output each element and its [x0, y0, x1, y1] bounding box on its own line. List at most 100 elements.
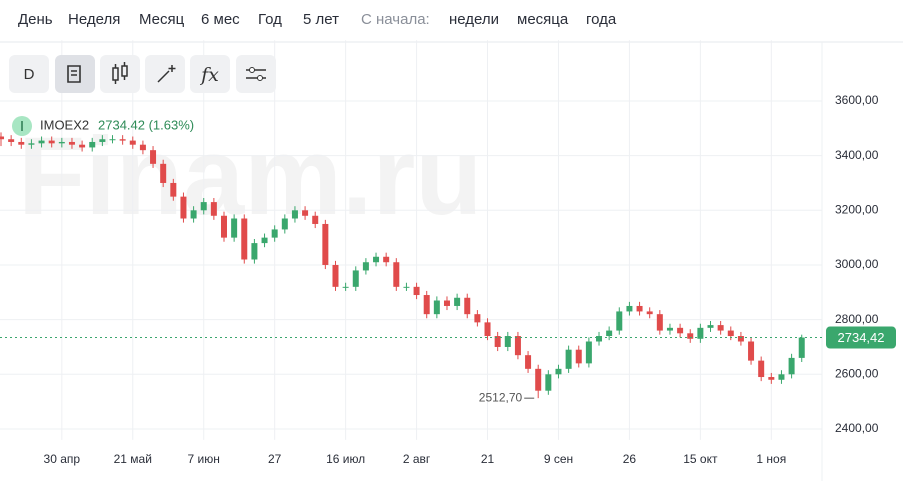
template-button[interactable]: [55, 55, 95, 93]
candle-body: [220, 215, 227, 238]
last-price-box: [826, 326, 896, 349]
candle-body: [464, 297, 471, 315]
candle-body: [302, 210, 309, 216]
period-button[interactable]: 5 лет: [303, 11, 339, 28]
y-tick-label: 2600,00: [835, 366, 879, 380]
settings-knob: [257, 75, 263, 81]
candle-body: [423, 295, 430, 315]
candle-body: [778, 374, 785, 380]
candle-body: [545, 374, 552, 391]
candle-body: [160, 163, 167, 183]
candle-body: [758, 360, 765, 378]
candle-body: [150, 150, 157, 164]
indicator-button[interactable]: [190, 55, 230, 93]
candle-body: [727, 330, 734, 337]
fx-label: fx: [199, 64, 219, 86]
period-button[interactable]: Год: [258, 11, 282, 28]
candle-body: [677, 327, 684, 334]
y-tick-label: 3200,00: [835, 202, 879, 216]
candle-body: [373, 256, 380, 263]
candle-body: [68, 141, 75, 145]
candle-body: [190, 210, 197, 219]
plot: [0, 40, 823, 481]
x-tick-label: 21 май: [114, 452, 152, 466]
candle-body: [494, 336, 501, 347]
candle-body: [413, 286, 420, 296]
interval-label: D: [24, 66, 35, 83]
candle-body: [443, 300, 450, 306]
candle-body: [231, 218, 238, 238]
period-button[interactable]: 6 мес: [201, 11, 240, 28]
x-tick-label: 1 ноя: [756, 452, 786, 466]
x-tick-label: 2 авг: [403, 452, 431, 466]
candle-body: [656, 314, 663, 331]
candle-body: [717, 325, 724, 331]
draw-icon: [157, 65, 176, 83]
candle-body: [48, 140, 55, 144]
x-tick-label: 9 сен: [544, 452, 573, 466]
settings-button[interactable]: [236, 55, 276, 93]
candle-body: [322, 223, 329, 265]
y-tick-label: 3600,00: [835, 93, 879, 107]
period-button[interactable]: Неделя: [68, 11, 120, 28]
candle-body: [261, 237, 268, 244]
x-tick-label: 15 окт: [683, 452, 718, 466]
candle-body: [99, 139, 106, 142]
candle-body: [210, 202, 217, 216]
candle-body: [596, 336, 603, 342]
candle-body: [362, 262, 369, 271]
candle-body: [8, 139, 15, 142]
x-tick-label: 27: [268, 452, 282, 466]
candle-body: [383, 256, 390, 263]
candle-body: [788, 357, 795, 375]
candle-body: [241, 218, 248, 260]
candle-body: [454, 297, 461, 306]
candle-body: [352, 270, 359, 287]
since-label: С начала:: [361, 11, 430, 28]
candle-body: [281, 218, 288, 230]
candle-body: [38, 140, 45, 144]
chart-type-button[interactable]: [100, 55, 140, 93]
symbol: IMOEX2: [40, 117, 89, 132]
x-tick-label: 7 июн: [188, 452, 220, 466]
candle-body: [606, 330, 613, 337]
settings-knob: [249, 67, 255, 73]
candle-body: [342, 286, 349, 288]
candle-body: [393, 262, 400, 287]
last-price-label: 2734,42: [838, 330, 885, 345]
candle-body: [514, 336, 521, 356]
since-button[interactable]: года: [586, 11, 617, 28]
x-tick-label: 21: [481, 452, 495, 466]
x-tick-label: 26: [623, 452, 637, 466]
candle-body: [585, 341, 592, 364]
template-icon: [67, 65, 81, 83]
candle-body: [646, 311, 653, 315]
candle-body: [565, 349, 572, 369]
candle-icon: [112, 62, 128, 84]
since-button[interactable]: месяца: [517, 11, 569, 28]
candle-body: [312, 215, 319, 224]
candle-body: [504, 336, 511, 347]
period-button[interactable]: Месяц: [139, 11, 185, 28]
candle-body: [555, 368, 562, 375]
candle-body: [291, 210, 298, 219]
candle-body: [474, 314, 481, 323]
period-button[interactable]: День: [18, 11, 53, 28]
tool-buttons: D fx: [9, 55, 276, 93]
candle-body: [707, 325, 714, 328]
candle-body: [687, 333, 694, 339]
since-button[interactable]: недели: [449, 11, 499, 28]
candle-body: [484, 322, 491, 337]
candle-body: [89, 141, 96, 148]
watermark: Finam.ru: [18, 115, 483, 238]
candle-body: [798, 337, 805, 358]
candle-body: [180, 196, 187, 219]
symbol-change: 2734.42 (1.63%): [98, 117, 194, 132]
candle-body: [535, 368, 542, 391]
candle-body: [170, 182, 177, 197]
candle-body: [18, 141, 25, 145]
candle-body: [768, 377, 775, 380]
interval-button[interactable]: [9, 55, 49, 93]
